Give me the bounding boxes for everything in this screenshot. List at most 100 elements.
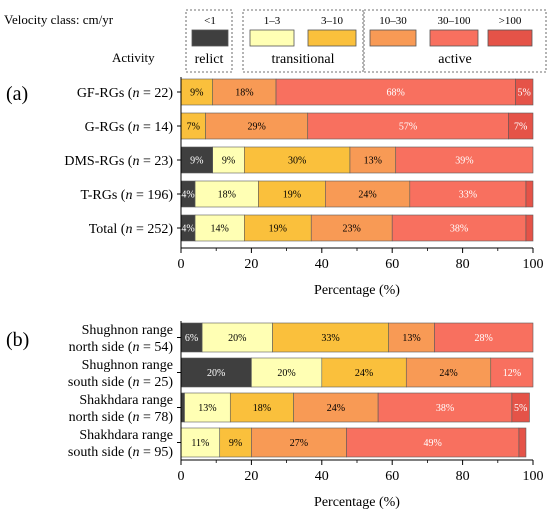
data-label: 13% — [364, 156, 382, 167]
data-label: 19% — [283, 190, 301, 201]
x-tick-label: 0 — [178, 257, 185, 272]
data-label: 20% — [228, 333, 246, 344]
y-category-label: Total (n = 252) — [89, 222, 174, 237]
data-label: 24% — [358, 190, 376, 201]
bar-segment — [194, 180, 259, 208]
data-label: 20% — [277, 368, 295, 379]
data-label: 39% — [455, 156, 473, 167]
bar-segment — [490, 357, 534, 388]
legend-swatch — [191, 29, 229, 47]
data-label: 24% — [327, 403, 345, 414]
legend: Velocity class: cm/yr Activity <1 1–3 3–10 10… — [4, 9, 547, 73]
data-label: 33% — [459, 190, 477, 201]
data-label: 24% — [355, 368, 373, 379]
y-category-label: T-RGs (n = 196) — [80, 188, 173, 203]
bar-segment — [310, 214, 393, 242]
legend-group-label: transitional — [272, 52, 335, 67]
bar-segment — [511, 392, 530, 423]
data-label: 7% — [187, 122, 200, 133]
bar-segment — [377, 392, 513, 423]
data-label: 29% — [248, 122, 266, 133]
y-category-label: Shughnon range — [82, 358, 173, 373]
legend-swatch — [369, 29, 417, 47]
bar-segment — [391, 214, 527, 242]
data-label: 12% — [503, 368, 521, 379]
y-category-label: G-RGs (n = 14) — [85, 120, 174, 135]
panel-label: (a) — [6, 83, 28, 105]
bar-segment — [525, 180, 534, 208]
data-label: 27% — [290, 438, 308, 449]
data-label: 4% — [181, 224, 194, 235]
bar-segment — [219, 427, 252, 458]
legend-group-label: active — [438, 52, 471, 67]
data-label: 5% — [518, 88, 531, 99]
legend-velocity-title: Velocity class: cm/yr — [4, 12, 114, 27]
data-label: 7% — [514, 122, 527, 133]
data-label: 9% — [222, 156, 235, 167]
bar-segment — [180, 427, 221, 458]
data-label: 5% — [514, 403, 527, 414]
legend-class-label: 3–10 — [321, 15, 344, 27]
legend-class-label: >100 — [499, 15, 522, 27]
y-category-label: north side (n = 54) — [69, 340, 174, 355]
x-tick-label: 20 — [244, 257, 258, 272]
y-category-label: Shakhdara range — [79, 428, 173, 443]
legend-swatch — [249, 29, 295, 47]
legend-class-label: 10–30 — [379, 15, 407, 27]
y-category-label: Shughnon range — [82, 323, 173, 338]
bar-segment — [244, 146, 351, 174]
y-category-label: GF-RGs (n = 22) — [77, 86, 174, 101]
y-category-label: DMS-RGs (n = 23) — [64, 154, 173, 169]
x-tick-label: 20 — [244, 469, 258, 484]
x-tick-label: 60 — [385, 469, 399, 484]
y-category-label: south side (n = 25) — [68, 375, 173, 390]
x-tick-label: 80 — [456, 469, 470, 484]
data-label: 30% — [288, 156, 306, 167]
x-tick-label: 40 — [315, 257, 329, 272]
x-axis-title: Percentage (%) — [314, 495, 400, 510]
data-label: 28% — [475, 333, 493, 344]
data-label: 14% — [211, 224, 229, 235]
bar-segment — [395, 146, 534, 174]
data-label: 13% — [198, 403, 216, 414]
legend-group-box — [363, 9, 547, 73]
data-label: 18% — [235, 88, 253, 99]
data-label: 20% — [207, 368, 225, 379]
panel-b: (b) 6% 20% 33% 13% 28% 20% 20% 24% 24% 12% 13% 18% 24… — [6, 321, 544, 510]
data-label: 9% — [190, 156, 203, 167]
y-category-label: south side (n = 95) — [68, 445, 173, 460]
bar-segment — [508, 112, 534, 140]
bar-segment — [251, 357, 323, 388]
x-tick-label: 100 — [523, 469, 544, 484]
legend-class-label: <1 — [204, 15, 216, 27]
data-label: 38% — [436, 403, 454, 414]
bar-segment — [212, 146, 245, 174]
legend-class-label: 30–100 — [438, 15, 472, 27]
panel-label: (b) — [6, 329, 29, 351]
x-tick-label: 80 — [456, 257, 470, 272]
y-category-label: north side (n = 78) — [69, 410, 174, 425]
data-label: 49% — [424, 438, 442, 449]
x-tick-label: 0 — [178, 469, 185, 484]
legend-group-box — [185, 9, 233, 73]
data-label: 19% — [269, 224, 287, 235]
data-label: 9% — [190, 88, 203, 99]
bar-segment — [229, 392, 294, 423]
panel-a: (a) 9% 18% 68% 5% 7% 29% 57% 7% 9% 9% 30% 13% 39% 4% 18… — [6, 77, 544, 298]
data-label: 18% — [218, 190, 236, 201]
data-label: 4% — [181, 190, 194, 201]
data-label: 38% — [450, 224, 468, 235]
bar-segment — [251, 427, 347, 458]
data-label: 6% — [185, 333, 198, 344]
x-tick-label: 40 — [315, 469, 329, 484]
bar-segment — [293, 392, 379, 423]
bar-segment — [518, 427, 527, 458]
x-tick-label: 100 — [523, 257, 544, 272]
data-label: 68% — [387, 88, 405, 99]
bar-segment — [275, 78, 516, 106]
x-axis-title: Percentage (%) — [314, 283, 400, 298]
data-label: 11% — [191, 438, 209, 449]
legend-activity-title: Activity — [112, 50, 155, 65]
